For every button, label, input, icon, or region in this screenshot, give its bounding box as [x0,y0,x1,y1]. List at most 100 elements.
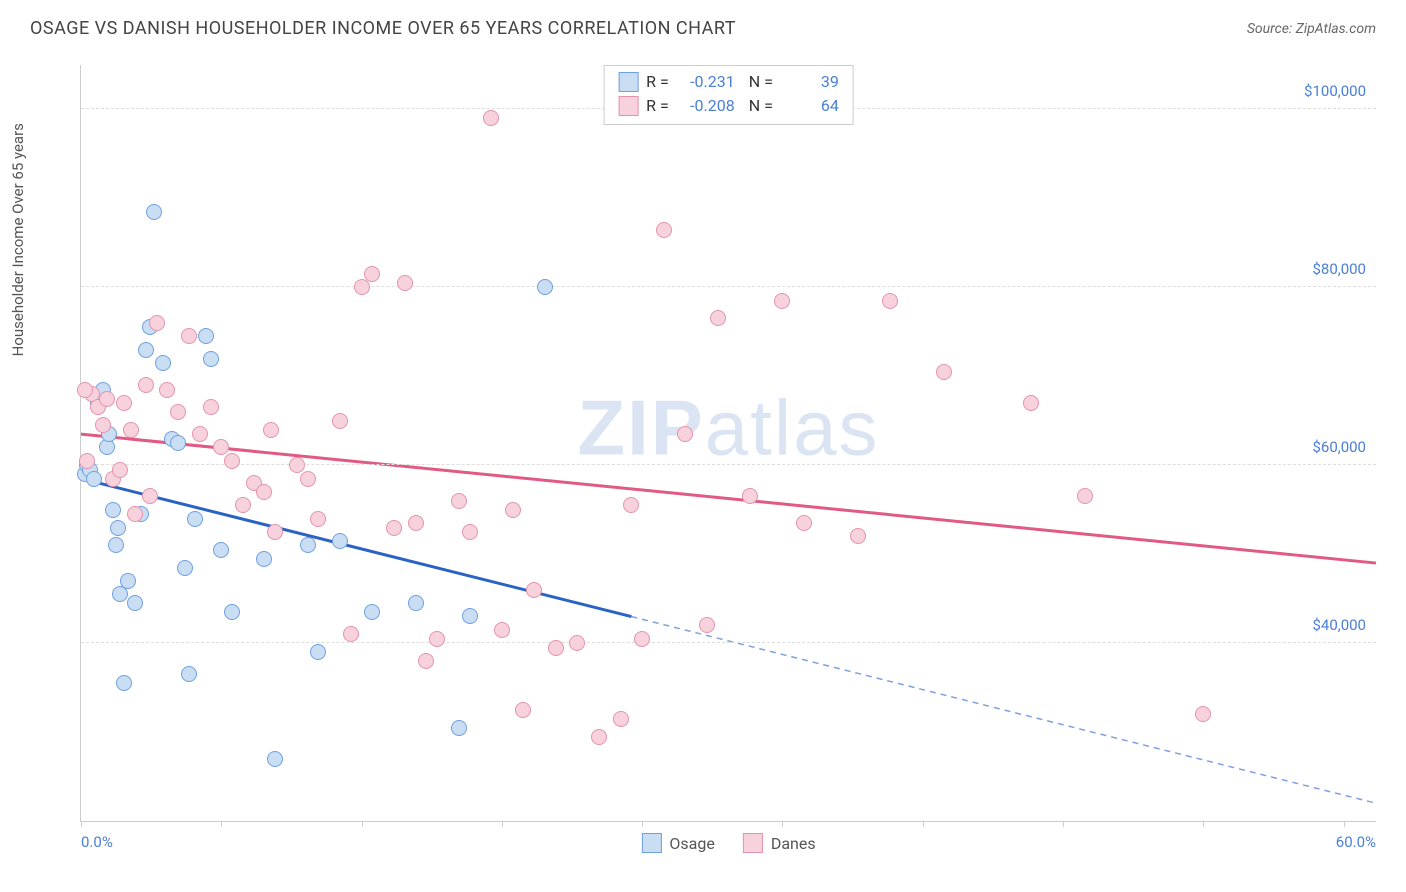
scatter-point [710,310,726,326]
scatter-point [1023,395,1039,411]
scatter-point [882,293,898,309]
chart-source: Source: ZipAtlas.com [1247,21,1376,37]
gridline [81,464,1376,465]
scatter-point [187,511,203,527]
scatter-point [936,364,952,380]
x-tick [1344,821,1345,827]
scatter-point [116,675,132,691]
x-tick [1203,821,1204,827]
scatter-point [796,515,812,531]
scatter-point [224,604,240,620]
legend-swatch [641,833,661,853]
x-tick [81,821,82,827]
scatter-point [408,515,424,531]
legend-n-label: N = [749,70,773,94]
scatter-point [408,595,424,611]
scatter-point [77,382,93,398]
scatter-point [235,497,251,513]
legend-swatch [618,96,638,116]
scatter-point [213,542,229,558]
scatter-point [159,382,175,398]
scatter-point [256,551,272,567]
scatter-point [569,635,585,651]
scatter-point [505,502,521,518]
scatter-point [354,279,370,295]
legend-label: Osage [669,834,714,853]
trend-lines-layer [81,65,1376,821]
legend-item: Danes [743,833,816,853]
x-tick [221,821,222,827]
scatter-point [267,524,283,540]
scatter-point [462,608,478,624]
scatter-point [105,502,121,518]
scatter-point [462,524,478,540]
scatter-point [86,471,102,487]
x-tick [642,821,643,827]
scatter-point [116,395,132,411]
scatter-point [181,328,197,344]
scatter-point [451,493,467,509]
scatter-point [300,471,316,487]
x-min-label: 0.0% [81,833,113,851]
scatter-point [155,355,171,371]
scatter-point [138,377,154,393]
scatter-point [451,720,467,736]
scatter-point [343,626,359,642]
scatter-point [1195,706,1211,722]
legend-swatch [618,72,638,92]
x-tick [923,821,924,827]
x-tick [1063,821,1064,827]
scatter-point [181,666,197,682]
scatter-point [742,488,758,504]
scatter-point [112,462,128,478]
scatter-point [198,328,214,344]
scatter-point [120,573,136,589]
scatter-point [170,404,186,420]
scatter-point [95,417,111,433]
scatter-point [418,653,434,669]
scatter-point [548,640,564,656]
legend-row: R =-0.208N =64 [618,94,839,118]
watermark: ZIPatlas [577,382,879,473]
scatter-point [203,351,219,367]
legend-row: R =-0.231N =39 [618,70,839,94]
scatter-point [224,453,240,469]
legend-label: Danes [771,834,816,853]
scatter-point [149,315,165,331]
scatter-point [850,528,866,544]
y-tick-label: $40,000 [1312,616,1366,634]
legend-n-value: 64 [781,94,839,118]
scatter-point [263,422,279,438]
scatter-point [483,110,499,126]
y-axis-label: Householder Income Over 65 years [9,123,27,356]
scatter-point [310,644,326,660]
scatter-point [192,426,208,442]
scatter-point [332,413,348,429]
trend-line [81,479,631,617]
legend-series: Osage Danes [641,833,815,853]
scatter-point [515,702,531,718]
scatter-point [123,422,139,438]
scatter-point [108,537,124,553]
scatter-point [677,426,693,442]
scatter-point [494,622,510,638]
scatter-point [429,631,445,647]
legend-n-label: N = [749,94,773,118]
legend-r-value: -0.208 [677,94,735,118]
legend-item: Osage [641,833,714,853]
gridline [81,286,1376,287]
scatter-point [138,342,154,358]
chart-header: OSAGE VS DANISH HOUSEHOLDER INCOME OVER … [0,0,1406,49]
scatter-point [203,399,219,415]
y-tick-label: $80,000 [1312,260,1366,278]
trend-line [81,434,1376,563]
y-tick-label: $100,000 [1304,82,1366,100]
legend-r-label: R = [646,70,669,94]
scatter-point [774,293,790,309]
scatter-point [256,484,272,500]
plot-area: ZIPatlas $40,000$60,000$80,000$100,0000.… [80,65,1376,822]
scatter-point [332,533,348,549]
scatter-point [79,453,95,469]
trend-line-extrapolated [631,617,1376,804]
scatter-point [127,595,143,611]
